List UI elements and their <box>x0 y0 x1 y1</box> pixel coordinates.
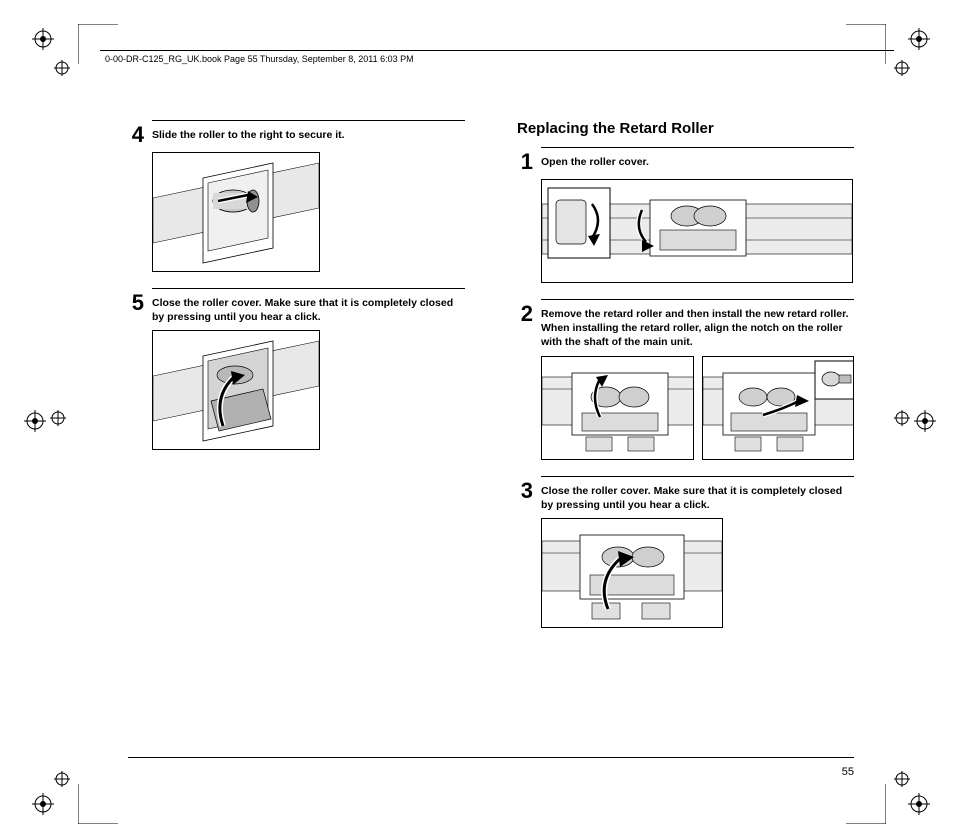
crop-mark-ml <box>24 410 46 437</box>
crop-mark-bl2 <box>54 771 70 792</box>
crop-mark-mr <box>914 410 936 437</box>
figure-retard-install <box>702 356 855 460</box>
figure-retard-remove <box>541 356 694 460</box>
step-number: 1 <box>517 151 533 173</box>
figure-roller-close <box>152 330 320 450</box>
step-r2-group: 2 Remove the retard roller and then inst… <box>517 299 854 460</box>
crop-mark-bl <box>32 793 54 820</box>
page-number: 55 <box>842 766 854 778</box>
header-rule <box>100 50 894 51</box>
corner-frame-br <box>846 784 886 824</box>
crop-mark-tr2 <box>894 60 910 81</box>
step-number: 5 <box>128 292 144 314</box>
right-column: Replacing the Retard Roller 1 Open the r… <box>517 120 854 740</box>
figure-roller-slide <box>152 152 320 272</box>
figure-retard-close <box>541 518 723 628</box>
crop-mark-tl2 <box>54 60 70 81</box>
crop-mark-br2 <box>894 771 910 792</box>
corner-frame-tr <box>846 24 886 64</box>
step-text: Close the roller cover. Make sure that i… <box>152 295 465 324</box>
step-number: 3 <box>517 480 533 502</box>
step-text: Remove the retard roller and then instal… <box>541 306 854 350</box>
crop-mark-mr2 <box>894 410 910 431</box>
step-text: Close the roller cover. Make sure that i… <box>541 483 854 512</box>
step-number: 4 <box>128 124 144 146</box>
header-text: 0-00-DR-C125_RG_UK.book Page 55 Thursday… <box>105 54 414 64</box>
crop-mark-tr <box>908 28 930 55</box>
crop-mark-br <box>908 793 930 820</box>
step-r1-group: 1 Open the roller cover. <box>517 147 854 283</box>
step-4-group: 4 Slide the roller to the right to secur… <box>128 120 465 272</box>
step-5-group: 5 Close the roller cover. Make sure that… <box>128 288 465 450</box>
crop-mark-ml2 <box>50 410 66 431</box>
left-column: 4 Slide the roller to the right to secur… <box>128 120 465 740</box>
content-area: 4 Slide the roller to the right to secur… <box>128 120 854 740</box>
footer-rule <box>128 757 854 758</box>
corner-frame-bl <box>78 784 118 824</box>
step-text: Slide the roller to the right to secure … <box>152 127 345 142</box>
section-title: Replacing the Retard Roller <box>517 120 854 137</box>
step-text: Open the roller cover. <box>541 154 649 169</box>
step-number: 2 <box>517 303 533 325</box>
crop-mark-tl <box>32 28 54 55</box>
step-r3-group: 3 Close the roller cover. Make sure that… <box>517 476 854 628</box>
figure-retard-open <box>541 179 853 283</box>
